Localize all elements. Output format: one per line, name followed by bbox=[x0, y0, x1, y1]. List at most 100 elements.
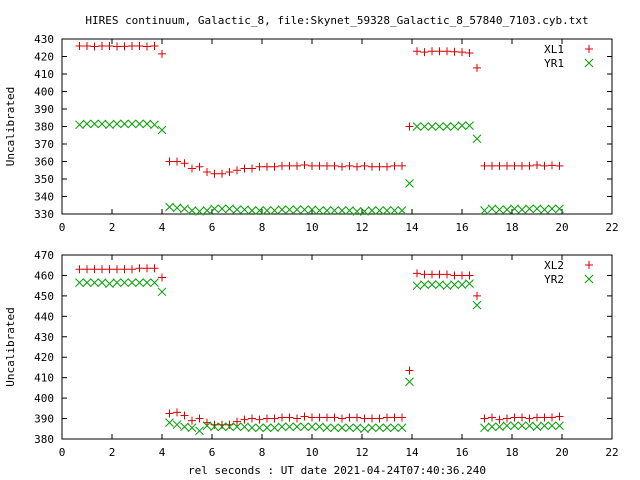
top-panel: 0 2 4 6 8 10 12 14 16 18 20 22 330 340 350 360 370 380 390… bbox=[4, 33, 619, 234]
data-point bbox=[278, 413, 286, 422]
data-point bbox=[458, 271, 466, 280]
legend-label: YR2 bbox=[544, 273, 564, 286]
data-point bbox=[75, 42, 84, 50]
data-point bbox=[247, 206, 257, 215]
data-point bbox=[157, 287, 167, 297]
data-point bbox=[142, 278, 152, 287]
data-point bbox=[510, 161, 519, 170]
data-point bbox=[150, 42, 159, 50]
data-point bbox=[172, 203, 182, 213]
data-point bbox=[187, 423, 197, 433]
data-point bbox=[540, 205, 549, 214]
data-point bbox=[368, 162, 376, 171]
data-point bbox=[473, 63, 481, 72]
data-point bbox=[420, 122, 429, 131]
data-point bbox=[90, 278, 99, 287]
data-point bbox=[98, 265, 106, 274]
y-tick-label: 340 bbox=[34, 191, 54, 204]
data-point bbox=[337, 206, 347, 215]
x-tick-label: 0 bbox=[59, 221, 66, 234]
data-point bbox=[503, 414, 511, 423]
x-tick-label: 20 bbox=[555, 221, 568, 234]
data-point bbox=[293, 161, 301, 170]
y-tick-label: 430 bbox=[34, 33, 54, 46]
data-point bbox=[472, 134, 482, 144]
y-tick-label: 380 bbox=[34, 433, 54, 446]
x-tick-label: 4 bbox=[159, 221, 166, 234]
data-point bbox=[142, 119, 152, 129]
data-point bbox=[83, 265, 91, 274]
data-point bbox=[540, 161, 549, 170]
data-point bbox=[540, 413, 549, 422]
data-point bbox=[165, 157, 174, 166]
data-point bbox=[90, 42, 99, 51]
data-point bbox=[375, 414, 384, 423]
data-point bbox=[195, 426, 204, 436]
data-point bbox=[277, 422, 287, 432]
data-point bbox=[307, 422, 317, 432]
data-point bbox=[352, 207, 362, 216]
data-point bbox=[270, 414, 279, 423]
data-point bbox=[195, 162, 204, 171]
data-point bbox=[532, 422, 542, 432]
series-XL1 bbox=[75, 42, 564, 178]
x-tick-label: 16 bbox=[455, 446, 468, 459]
data-point bbox=[375, 206, 384, 215]
data-point bbox=[330, 423, 339, 433]
x-tick-label: 6 bbox=[209, 221, 216, 234]
data-point bbox=[307, 205, 317, 214]
data-point bbox=[285, 413, 294, 422]
data-point bbox=[390, 206, 399, 215]
data-point bbox=[398, 413, 406, 422]
data-point bbox=[217, 204, 227, 214]
data-point bbox=[233, 417, 241, 426]
x-axis-label: rel seconds : UT date 2021-04-24T07:40:3… bbox=[188, 464, 486, 477]
data-point bbox=[442, 281, 452, 291]
data-point bbox=[180, 159, 189, 168]
data-point bbox=[202, 206, 212, 215]
data-point bbox=[278, 161, 286, 170]
data-point bbox=[330, 413, 339, 422]
data-point bbox=[487, 422, 497, 432]
data-point bbox=[352, 423, 362, 433]
data-point bbox=[128, 265, 136, 274]
data-point bbox=[203, 168, 211, 176]
data-point bbox=[112, 119, 122, 129]
data-point bbox=[525, 421, 534, 431]
data-point bbox=[338, 162, 346, 171]
data-point bbox=[112, 278, 122, 287]
data-point bbox=[337, 423, 347, 433]
data-point bbox=[225, 422, 234, 432]
data-point bbox=[435, 280, 444, 289]
data-point bbox=[150, 120, 159, 130]
x-tick-label: 22 bbox=[605, 221, 618, 234]
data-point bbox=[472, 300, 482, 310]
data-point bbox=[435, 122, 444, 131]
data-point bbox=[465, 121, 474, 130]
data-point bbox=[330, 206, 339, 215]
data-point bbox=[405, 366, 414, 375]
x-tick-label: 4 bbox=[159, 446, 166, 459]
data-point bbox=[442, 122, 452, 131]
y-tick-label: 360 bbox=[34, 156, 54, 169]
data-point bbox=[517, 205, 527, 214]
data-point bbox=[390, 413, 399, 422]
data-point bbox=[75, 265, 84, 274]
data-point bbox=[120, 42, 129, 51]
y-tick-label: 420 bbox=[34, 51, 54, 64]
data-point bbox=[135, 278, 144, 287]
data-point bbox=[285, 205, 294, 214]
data-point bbox=[172, 420, 182, 430]
y-tick-label: 440 bbox=[34, 310, 54, 323]
data-point bbox=[555, 412, 564, 421]
data-point bbox=[443, 47, 451, 56]
legend-label: XL1 bbox=[544, 43, 564, 56]
data-point bbox=[353, 162, 361, 171]
data-point bbox=[450, 47, 459, 56]
data-point bbox=[495, 415, 504, 424]
data-point bbox=[465, 49, 474, 57]
data-point bbox=[270, 423, 279, 433]
y-tick-label: 390 bbox=[34, 413, 54, 426]
data-point bbox=[360, 424, 369, 434]
y-tick-label: 400 bbox=[34, 86, 54, 99]
